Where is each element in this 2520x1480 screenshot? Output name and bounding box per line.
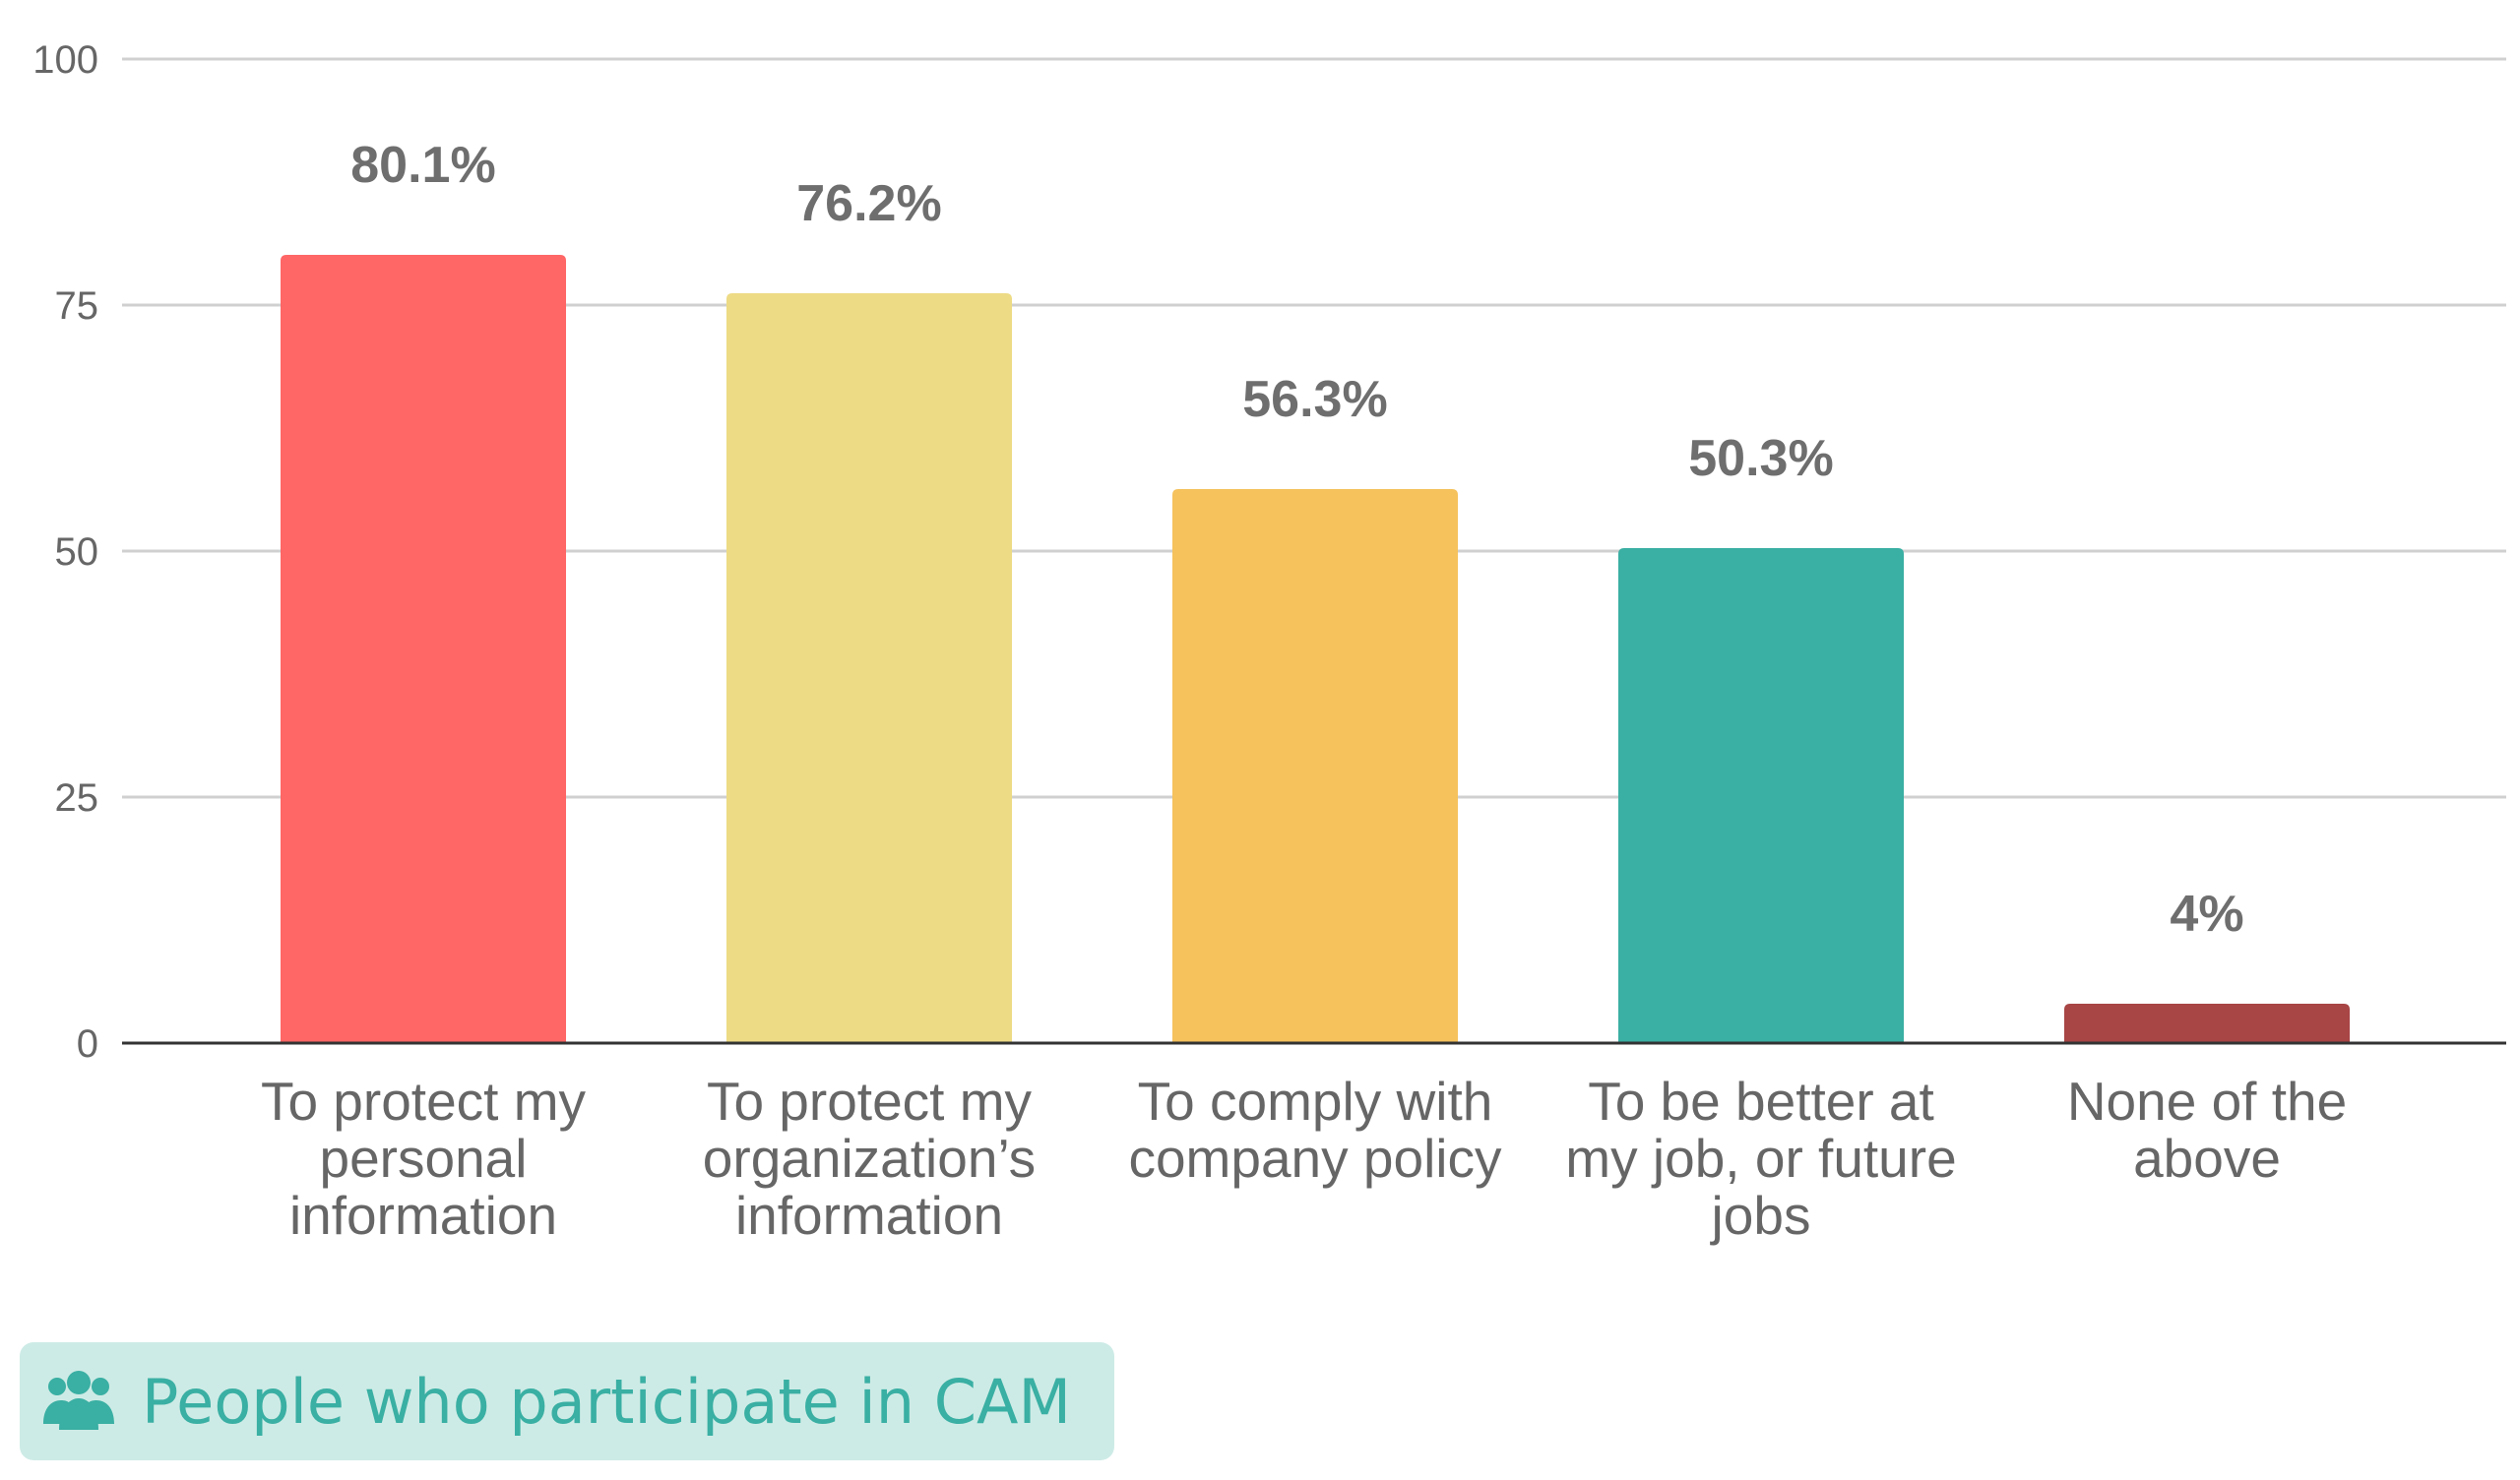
data-label: 56.3%	[1242, 371, 1387, 428]
bars	[281, 255, 2350, 1043]
y-tick-label: 0	[77, 1022, 98, 1066]
y-tick-label: 50	[55, 530, 99, 574]
x-tick-label: None of the above	[2067, 1071, 2347, 1189]
x-tick-label: To comply with company policy	[1128, 1071, 1502, 1189]
category-labels: To protect my personal information To prote…	[261, 1071, 2347, 1246]
y-tick-label: 100	[32, 38, 98, 82]
data-labels: 80.1% 76.2% 56.3% 50.3% 4%	[350, 137, 2243, 943]
x-tick-label: To protect my organization’s information	[703, 1071, 1036, 1246]
legend-label: People who participate in CAM	[142, 1365, 1071, 1438]
data-label: 80.1%	[350, 137, 495, 194]
y-axis-ticks: 0 25 50 75 100	[32, 38, 98, 1066]
bar	[281, 255, 566, 1043]
bar	[2064, 1004, 2350, 1043]
x-tick-label: To protect my personal information	[261, 1071, 587, 1246]
bar	[1618, 548, 1904, 1043]
people-group-icon	[43, 1371, 114, 1430]
bar	[1172, 489, 1458, 1043]
data-label: 50.3%	[1688, 430, 1833, 487]
bar	[726, 293, 1012, 1043]
data-label: 76.2%	[796, 175, 941, 232]
y-tick-label: 25	[55, 776, 99, 820]
data-label: 4%	[2170, 886, 2243, 943]
legend-badge: People who participate in CAM	[20, 1342, 1114, 1460]
y-tick-label: 75	[55, 284, 99, 328]
x-tick-label: To be better at my job, or future jobs	[1565, 1071, 1956, 1246]
